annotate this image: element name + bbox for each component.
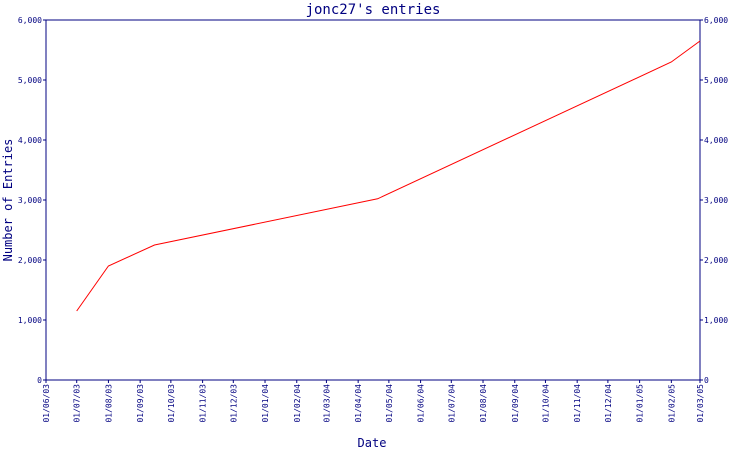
- x-tick-label: 01/02/05: [667, 384, 676, 423]
- y-tick-label-right: 3,000: [704, 196, 728, 205]
- x-tick-label: 01/04/04: [354, 384, 363, 423]
- series-line: [76, 40, 701, 312]
- y-tick-label-left: 3,000: [18, 196, 42, 205]
- x-tick-label: 01/02/04: [293, 384, 302, 423]
- y-tick-label-left: 6,000: [18, 16, 42, 25]
- x-tick-label: 01/11/04: [573, 384, 582, 423]
- x-tick-label: 01/03/05: [696, 384, 705, 423]
- y-axis-label: Number of Entries: [1, 139, 15, 262]
- y-tick-label-left: 4,000: [18, 136, 42, 145]
- chart-title: jonc27's entries: [306, 2, 441, 18]
- x-tick-label: 01/07/03: [73, 384, 82, 423]
- x-tick-label: 01/01/04: [261, 384, 270, 423]
- y-tick-label-left: 2,000: [18, 256, 42, 265]
- x-axis-label: Date: [358, 436, 387, 450]
- x-tick-label: 01/06/03: [42, 384, 51, 423]
- y-tick-label-left: 0: [37, 376, 42, 385]
- x-tick-label: 01/08/03: [104, 384, 113, 423]
- y-tick-label-right: 0: [704, 376, 709, 385]
- x-tick-label: 01/12/03: [229, 384, 238, 423]
- y-tick-label-right: 2,000: [704, 256, 728, 265]
- x-tick-label: 01/07/04: [447, 384, 456, 423]
- x-tick-label: 01/09/03: [136, 384, 145, 423]
- x-tick-label: 01/05/04: [385, 384, 394, 423]
- x-tick-label: 01/10/04: [541, 384, 550, 423]
- x-tick-label: 01/12/04: [604, 384, 613, 423]
- x-tick-label: 01/08/04: [479, 384, 488, 423]
- x-tick-label: 01/09/04: [511, 384, 520, 423]
- x-tick-label: 01/06/04: [417, 384, 426, 423]
- x-tick-label: 01/10/03: [167, 384, 176, 423]
- y-tick-label-left: 1,000: [18, 316, 42, 325]
- x-tick-label: 01/03/04: [322, 384, 331, 423]
- x-tick-label: 01/11/03: [199, 384, 208, 423]
- plot-area: 0 0 1,000 1,000 2,000 2,000 3,000 3,000 4,000 4,0…: [18, 16, 728, 423]
- x-tick-label: 01/01/05: [636, 384, 645, 423]
- y-tick-label-right: 1,000: [704, 316, 728, 325]
- y-tick-label-left: 5,000: [18, 76, 42, 85]
- y-tick-label-right: 4,000: [704, 136, 728, 145]
- y-tick-label-right: 5,000: [704, 76, 728, 85]
- y-tick-label-right: 6,000: [704, 16, 728, 25]
